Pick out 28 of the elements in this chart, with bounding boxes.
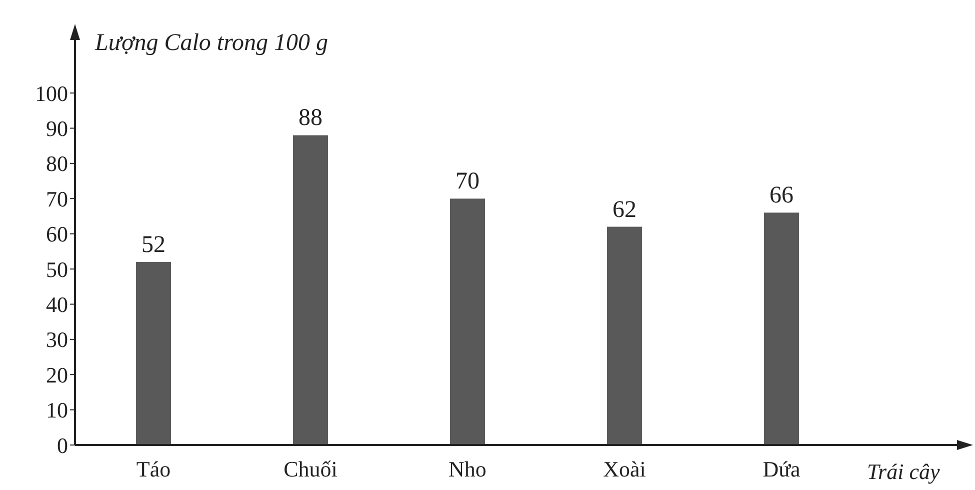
x-tick-label: Xoài bbox=[603, 456, 646, 482]
y-tick-label: 20 bbox=[46, 362, 68, 388]
data-label: 70 bbox=[456, 168, 480, 195]
data-label: 66 bbox=[770, 182, 794, 209]
x-tick-label: Dứa bbox=[762, 456, 801, 482]
y-tick-label: 90 bbox=[46, 116, 68, 142]
x-tick-label: Chuối bbox=[284, 456, 338, 482]
y-tick-label: 40 bbox=[46, 292, 68, 318]
y-axis-title: Lượng Calo trong 100 g bbox=[95, 30, 328, 57]
bar bbox=[293, 135, 328, 445]
data-label: 52 bbox=[142, 232, 166, 258]
y-tick-label: 0 bbox=[57, 432, 68, 458]
bar bbox=[607, 226, 642, 445]
x-axis-title: Trái cây bbox=[867, 459, 940, 485]
y-tick-label: 50 bbox=[46, 256, 68, 282]
y-tick-label: 70 bbox=[46, 186, 68, 212]
y-tick-label: 80 bbox=[46, 151, 68, 176]
data-label: 88 bbox=[298, 105, 322, 132]
y-tick-label: 60 bbox=[46, 222, 68, 247]
x-tick-label: Táo bbox=[136, 456, 171, 482]
bar bbox=[450, 198, 485, 445]
data-label: 62 bbox=[612, 196, 636, 223]
y-tick-label: 30 bbox=[46, 327, 68, 352]
x-tick-label: Nho bbox=[448, 456, 486, 482]
bar bbox=[764, 212, 799, 445]
bar bbox=[136, 262, 171, 445]
y-tick-label: 100 bbox=[35, 80, 68, 106]
y-tick-label: 10 bbox=[46, 398, 68, 423]
